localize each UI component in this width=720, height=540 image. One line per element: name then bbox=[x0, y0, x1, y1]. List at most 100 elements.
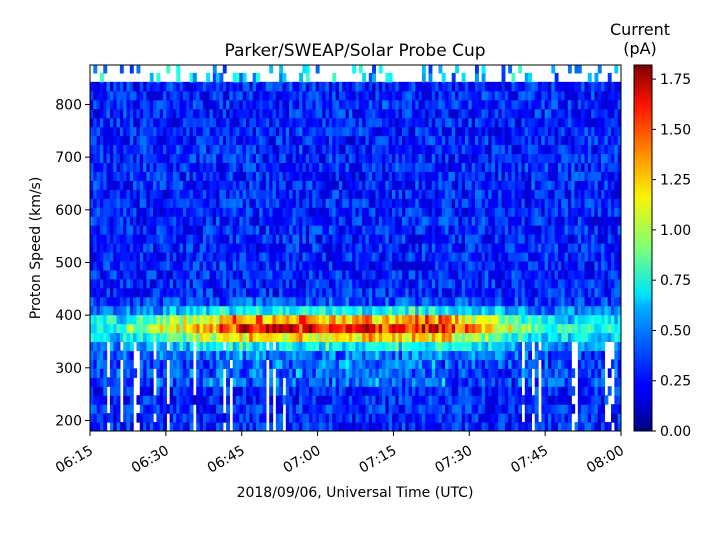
heatmap-cell bbox=[186, 153, 191, 164]
heatmap-cell bbox=[428, 413, 433, 423]
heatmap-cell bbox=[156, 413, 161, 423]
heatmap-cell bbox=[275, 207, 280, 217]
heatmap-cell bbox=[199, 99, 204, 110]
heatmap-cell bbox=[269, 65, 274, 74]
heatmap-cell bbox=[309, 323, 313, 334]
heatmap-cell bbox=[216, 216, 221, 226]
heatmap-cell bbox=[179, 413, 184, 423]
heatmap-cell bbox=[312, 216, 317, 226]
heatmap-cell bbox=[255, 413, 260, 423]
heatmap-cell bbox=[458, 422, 463, 431]
heatmap-cell bbox=[418, 332, 423, 343]
heatmap-cell bbox=[99, 260, 104, 271]
heatmap-cell bbox=[149, 108, 154, 119]
heatmap-cell bbox=[292, 243, 297, 253]
heatmap-cell bbox=[445, 99, 450, 110]
heatmap-cell bbox=[468, 162, 473, 172]
heatmap-cell bbox=[289, 350, 294, 360]
heatmap-cell bbox=[93, 332, 98, 343]
heatmap-cell bbox=[265, 323, 270, 334]
heatmap-cell bbox=[119, 314, 124, 325]
heatmap-cell bbox=[103, 243, 108, 253]
heatmap-cell bbox=[468, 234, 473, 244]
heatmap-cell bbox=[401, 413, 406, 423]
heatmap-cell bbox=[395, 386, 400, 396]
heatmap-cell bbox=[169, 359, 174, 369]
heatmap-cell bbox=[388, 332, 393, 343]
heatmap-cell bbox=[494, 314, 499, 325]
heatmap-cell bbox=[302, 234, 307, 244]
heatmap-cell bbox=[378, 65, 383, 74]
heatmap-cell bbox=[504, 359, 509, 369]
heatmap-cell bbox=[196, 404, 201, 414]
heatmap-cell bbox=[176, 422, 181, 431]
heatmap-cell bbox=[488, 189, 493, 199]
heatmap-cell bbox=[312, 269, 317, 280]
heatmap-cell bbox=[325, 153, 330, 164]
heatmap-cell bbox=[355, 278, 360, 289]
heatmap-cell bbox=[398, 207, 403, 217]
heatmap-cell bbox=[355, 81, 360, 92]
heatmap-cell bbox=[488, 278, 493, 289]
heatmap-cell bbox=[129, 65, 134, 74]
heatmap-cell bbox=[222, 296, 227, 307]
heatmap-cell bbox=[342, 341, 347, 352]
heatmap-cell bbox=[285, 269, 290, 280]
heatmap-cell bbox=[378, 162, 383, 172]
heatmap-cell bbox=[325, 243, 330, 253]
heatmap-cell bbox=[415, 81, 420, 92]
heatmap-cell bbox=[435, 386, 440, 396]
heatmap-cell bbox=[312, 287, 317, 298]
heatmap-cell bbox=[342, 287, 347, 298]
heatmap-cell bbox=[498, 108, 503, 119]
heatmap-cell bbox=[318, 189, 323, 199]
heatmap-cell bbox=[222, 99, 227, 110]
heatmap-cell bbox=[239, 323, 244, 334]
heatmap-cell bbox=[498, 296, 503, 307]
heatmap-cell bbox=[461, 341, 466, 352]
heatmap-cell bbox=[441, 243, 446, 253]
heatmap-cell bbox=[448, 153, 453, 164]
heatmap-cell bbox=[451, 108, 456, 119]
heatmap-cell bbox=[398, 180, 403, 190]
heatmap-cell bbox=[375, 207, 380, 217]
heatmap-cell bbox=[109, 171, 114, 181]
heatmap-cell bbox=[365, 207, 370, 217]
heatmap-cell bbox=[352, 90, 357, 101]
heatmap-cell bbox=[146, 189, 151, 199]
heatmap-cell bbox=[103, 108, 108, 119]
heatmap-cell bbox=[129, 404, 134, 414]
heatmap-cell bbox=[441, 404, 446, 414]
heatmap-cell bbox=[474, 422, 479, 431]
heatmap-cell bbox=[465, 278, 469, 289]
heatmap-cell bbox=[289, 422, 294, 431]
heatmap-cell bbox=[458, 251, 463, 262]
heatmap-cell bbox=[255, 216, 260, 226]
heatmap-cell bbox=[358, 422, 363, 431]
heatmap-cell bbox=[192, 260, 197, 271]
heatmap-cell bbox=[285, 99, 290, 110]
heatmap-cell bbox=[355, 243, 360, 253]
heatmap-cell bbox=[219, 251, 224, 262]
heatmap-cell bbox=[133, 153, 138, 164]
heatmap-cell bbox=[451, 296, 456, 307]
heatmap-cell bbox=[445, 162, 450, 172]
heatmap-cell bbox=[411, 81, 416, 92]
heatmap-cell bbox=[465, 305, 469, 316]
heatmap-cell bbox=[338, 144, 343, 155]
heatmap-cell bbox=[262, 81, 267, 92]
heatmap-cell bbox=[348, 90, 353, 101]
heatmap-cell bbox=[133, 216, 138, 226]
heatmap-cell bbox=[382, 243, 386, 253]
heatmap-cell bbox=[445, 207, 450, 217]
heatmap-cell bbox=[236, 314, 240, 325]
heatmap-cell bbox=[445, 243, 450, 253]
heatmap-cell bbox=[126, 198, 131, 208]
heatmap-cell bbox=[428, 144, 433, 155]
heatmap-cell bbox=[279, 260, 284, 271]
heatmap-cell bbox=[269, 251, 274, 262]
heatmap-cell bbox=[176, 162, 181, 172]
heatmap-cell bbox=[421, 413, 426, 423]
heatmap-cell bbox=[259, 135, 264, 146]
heatmap-cell bbox=[123, 162, 128, 172]
